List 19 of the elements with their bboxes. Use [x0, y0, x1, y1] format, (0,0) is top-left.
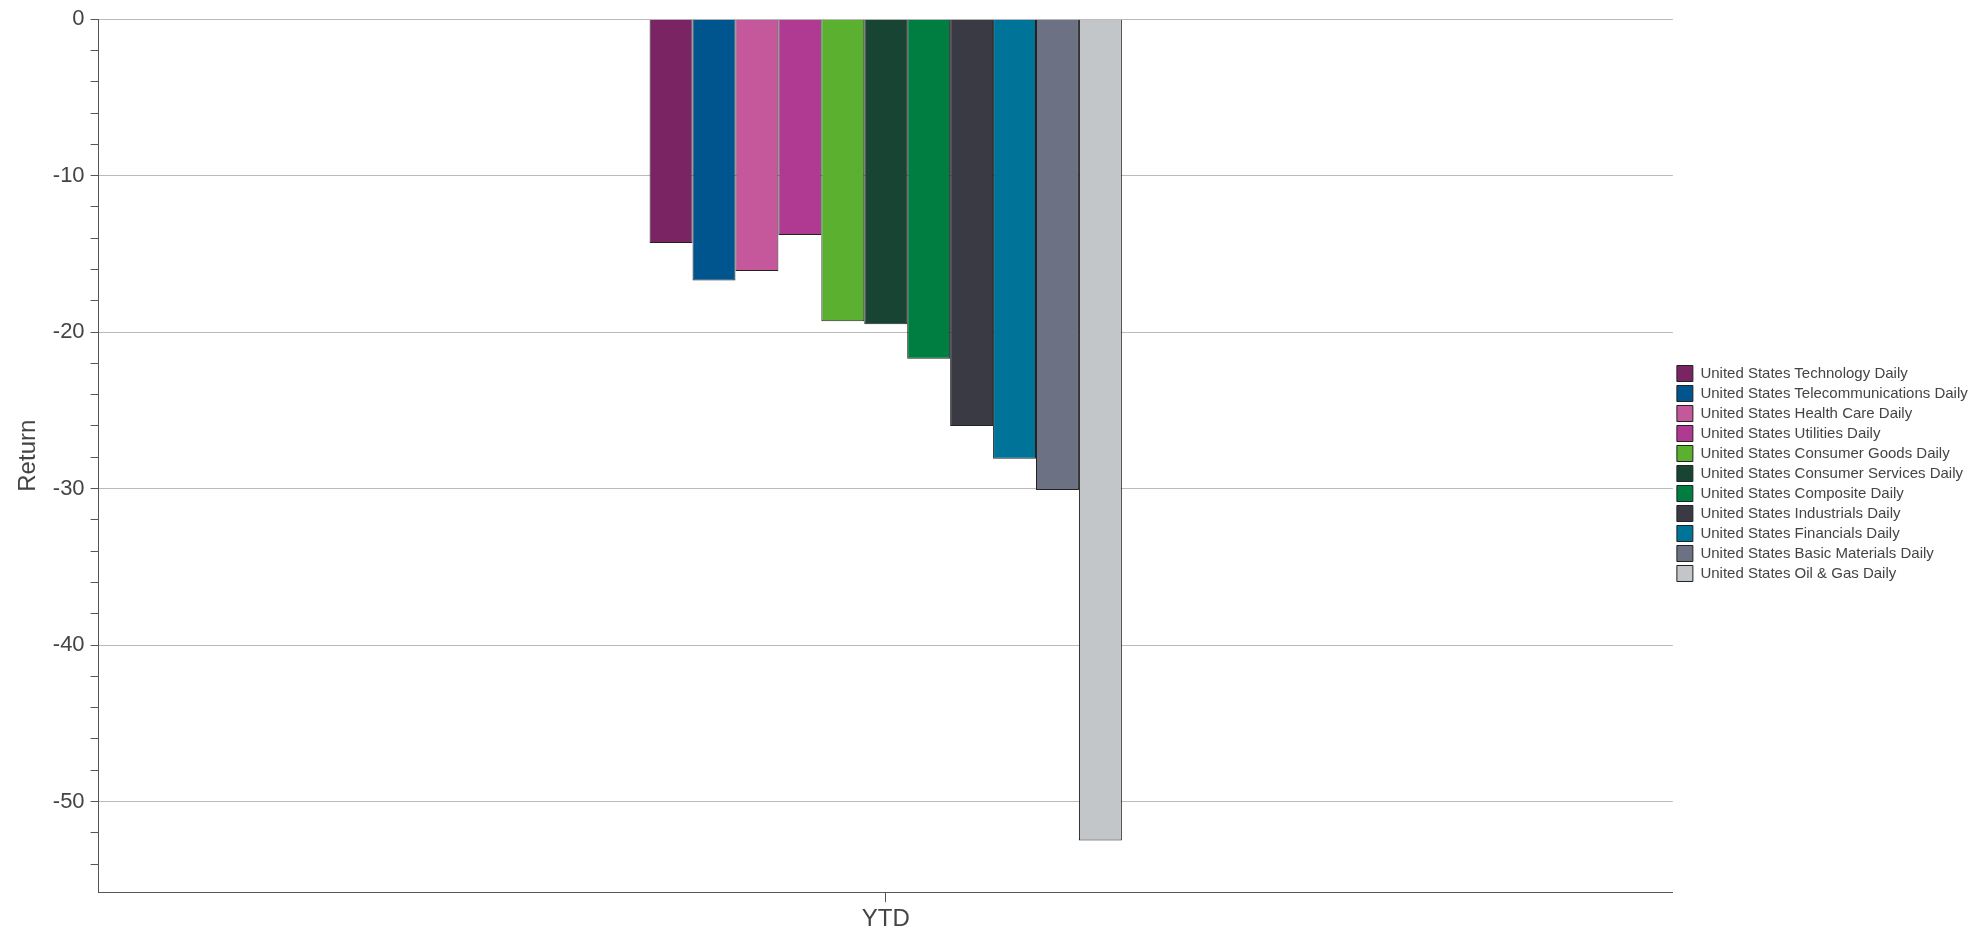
y-tick-label: -10 [52, 161, 85, 187]
legend-label: United States Consumer Services Daily [1700, 463, 1964, 481]
legend-label: United States Composite Daily [1700, 483, 1905, 501]
legend-label: United States Technology Daily [1700, 363, 1909, 381]
y-tick-label: -40 [52, 631, 85, 657]
legend-label: United States Health Care Daily [1700, 403, 1913, 421]
y-tick-label: -20 [52, 318, 85, 344]
y-tick-label: -30 [52, 474, 85, 500]
legend-label: United States Utilities Daily [1700, 423, 1881, 441]
y-tick-label: 0 [72, 5, 85, 31]
legend-label: United States Basic Materials Daily [1700, 543, 1935, 561]
legend-label: United States Financials Daily [1700, 523, 1901, 541]
x-tick-label: YTD [861, 904, 910, 932]
legend-label: United States Industrials Daily [1700, 503, 1901, 521]
legend-label: United States Oil & Gas Daily [1700, 563, 1897, 581]
y-tick-label: -50 [52, 787, 85, 813]
legend-label: United States Consumer Goods Daily [1700, 443, 1951, 461]
legend-label: United States Telecommunications Daily [1700, 383, 1969, 401]
y-axis-title: Return [13, 419, 41, 492]
